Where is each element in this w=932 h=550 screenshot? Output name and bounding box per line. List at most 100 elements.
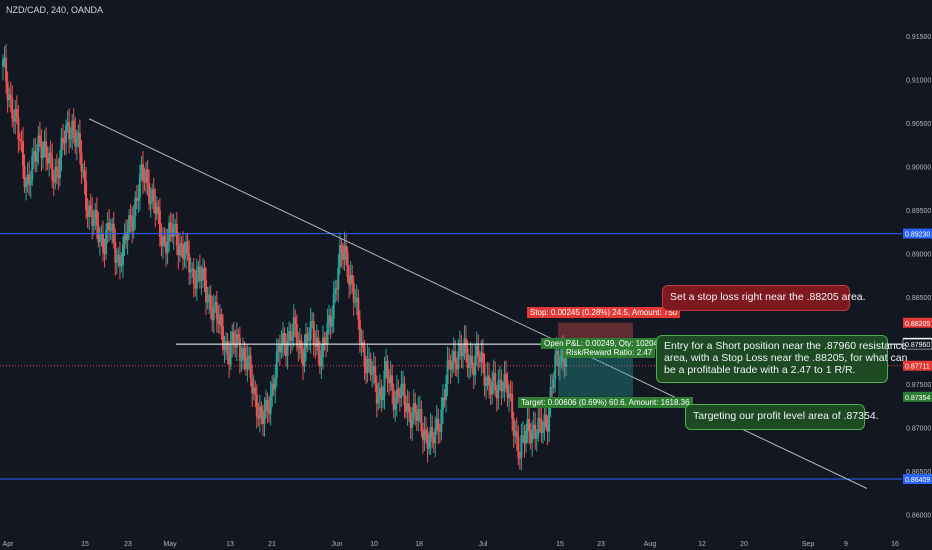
- candle-body: [132, 215, 135, 231]
- stop-label: Stop: 0.00245 (0.28%) 24.5, Amount: 750: [527, 307, 681, 318]
- candle-body: [537, 417, 540, 436]
- candle-body: [158, 210, 161, 237]
- candle-body: [231, 331, 234, 345]
- candle-body: [14, 108, 17, 122]
- candle-body: [323, 337, 326, 343]
- candle-body: [291, 337, 294, 341]
- candle-body: [89, 205, 92, 212]
- candle-body: [217, 318, 220, 324]
- candle-body: [101, 234, 104, 252]
- candle-body: [540, 418, 543, 434]
- candle-body: [148, 183, 151, 204]
- candle-body: [23, 165, 26, 187]
- candle-body: [548, 406, 551, 432]
- candle-body: [48, 152, 51, 164]
- candle-body: [15, 108, 18, 118]
- candle-body: [403, 383, 406, 406]
- candle-body: [511, 394, 514, 419]
- candle-body: [391, 375, 394, 391]
- candle-body: [78, 132, 81, 153]
- candle-body: [98, 236, 101, 243]
- candle-body: [85, 180, 88, 210]
- candle-body: [320, 357, 323, 367]
- price-tag-label: 0.87354: [905, 395, 930, 402]
- candle-body: [11, 98, 14, 119]
- candle-body: [321, 337, 324, 358]
- candle-body: [269, 394, 272, 414]
- candle-body: [425, 429, 428, 434]
- candle-body: [154, 202, 157, 215]
- candle-body: [445, 384, 448, 401]
- candle-body: [214, 301, 217, 307]
- candle-body: [451, 360, 454, 370]
- candle-body: [458, 344, 461, 352]
- candle-body: [200, 279, 203, 281]
- candle-body: [178, 243, 181, 256]
- candle-body: [46, 157, 49, 164]
- candle-body: [292, 317, 295, 338]
- candle-body: [423, 429, 426, 441]
- price-tag-bg: [903, 317, 932, 328]
- candle-body: [243, 347, 246, 357]
- time-tick-label: 15: [556, 541, 564, 548]
- candle-body: [180, 243, 183, 245]
- candle-body: [25, 182, 28, 187]
- candle-body: [286, 340, 289, 356]
- candle-body: [163, 235, 166, 242]
- candle-body: [160, 236, 163, 246]
- candle-body: [69, 137, 72, 140]
- time-tick-label: 21: [268, 541, 276, 548]
- candle-body: [431, 426, 434, 438]
- candle-body: [363, 346, 366, 367]
- candle-body: [532, 424, 535, 430]
- candle-body: [283, 333, 286, 346]
- candle-body: [341, 253, 344, 260]
- candle-body: [338, 245, 341, 268]
- price-axis: 0.91500 0.91000 0.90500 0.90000 0.89500 0.890…: [902, 0, 932, 550]
- candle-body: [60, 137, 63, 158]
- candle-body: [478, 357, 481, 363]
- candle-body: [281, 333, 284, 345]
- target-note: Targeting our profit level area of .8735…: [685, 404, 879, 430]
- candle-body: [129, 215, 132, 221]
- candle-body: [354, 301, 357, 303]
- candle-body: [17, 117, 20, 140]
- candle-body: [432, 437, 435, 444]
- candle-body: [152, 189, 155, 203]
- candle-body: [34, 151, 37, 162]
- candle-body: [546, 424, 549, 432]
- time-tick-label: Jul: [479, 541, 488, 548]
- candle-body: [440, 409, 443, 432]
- candle-body: [326, 322, 329, 344]
- candle-body: [514, 431, 517, 436]
- time-tick-label: 9: [844, 541, 848, 548]
- candle-body: [111, 223, 114, 231]
- candle-body: [351, 275, 354, 283]
- candle-body: [257, 416, 260, 419]
- candle-body: [194, 283, 197, 289]
- candle-body: [258, 406, 261, 419]
- candle-body: [471, 355, 474, 369]
- candle-body: [121, 244, 124, 266]
- candle-body: [9, 94, 12, 99]
- candle-body: [3, 57, 6, 60]
- candle-body: [466, 348, 469, 369]
- candle-body: [123, 232, 126, 245]
- candle-body: [398, 395, 401, 398]
- time-axis: Apr 15 23 May 13 21 Jun 10 18 Jul 15 23 Aug 12 20 Sep 9 1…: [3, 541, 899, 548]
- candle-body: [240, 360, 243, 362]
- price-tag-bg: [903, 474, 932, 485]
- candle-body: [38, 135, 41, 142]
- price-tag-bg: [902, 338, 932, 350]
- time-tick-label: 20: [740, 541, 748, 548]
- candle-body: [501, 388, 504, 392]
- candle-body: [308, 339, 311, 341]
- candle-body: [221, 326, 224, 350]
- candle-body: [288, 331, 291, 341]
- candle-body: [6, 81, 9, 101]
- candle-body: [454, 351, 457, 364]
- candle-body: [100, 234, 103, 237]
- candle-body: [208, 294, 211, 301]
- candle-body: [318, 350, 321, 367]
